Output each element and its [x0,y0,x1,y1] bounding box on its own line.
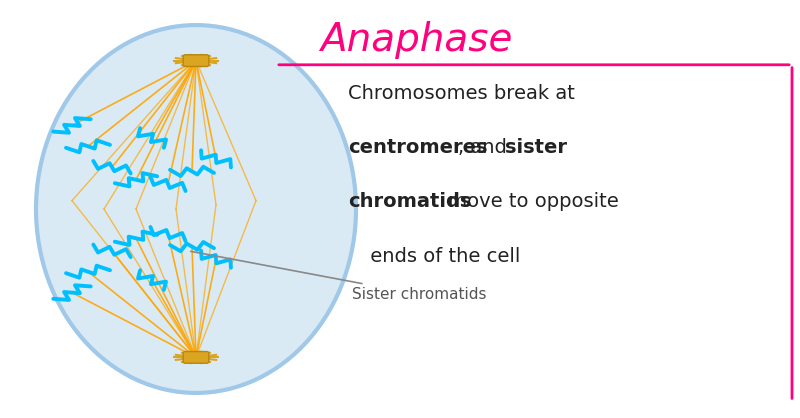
Text: sister: sister [505,138,566,157]
Text: Sister chromatids: Sister chromatids [190,251,486,302]
Text: Anaphase: Anaphase [320,21,512,59]
FancyBboxPatch shape [183,55,209,66]
Text: centromeres: centromeres [348,138,487,157]
FancyBboxPatch shape [183,352,209,363]
Text: , and: , and [458,138,514,157]
Text: ends of the cell: ends of the cell [364,247,520,265]
Ellipse shape [36,25,356,393]
Text: Chromosomes break at: Chromosomes break at [348,84,575,102]
Text: move to opposite: move to opposite [442,192,619,211]
Text: chromatids: chromatids [348,192,471,211]
